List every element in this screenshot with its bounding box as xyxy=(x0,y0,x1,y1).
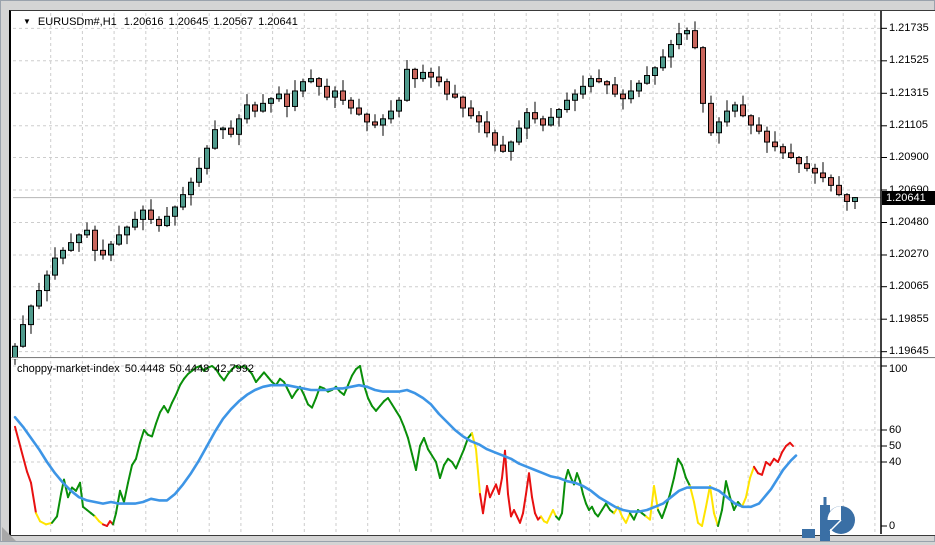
logo-p-icon xyxy=(827,506,855,534)
ohlc-values: 1.20616 1.20645 1.20567 1.20641 xyxy=(124,16,298,28)
indicator-axis-label: 0 xyxy=(889,519,896,532)
indicator-value-2: 50.4448 xyxy=(169,363,210,375)
chart-title: ▼ EURUSDm#,H1 1.20616 1.20645 1.20567 1.… xyxy=(23,16,298,28)
logo-candle-icon xyxy=(802,497,830,541)
indicator-axis-label: 60 xyxy=(889,423,902,436)
current-price-tag: 1.20641 xyxy=(882,190,935,205)
price-axis-label: 1.20065 xyxy=(889,280,929,293)
price-axis-label: 1.20480 xyxy=(889,215,929,228)
pane-separator[interactable] xyxy=(11,357,935,359)
close-value: 1.20641 xyxy=(258,16,298,28)
price-axis xyxy=(880,11,887,534)
indicator-title: choppy-market-index 50.4448 50.4448 42.7… xyxy=(17,363,254,375)
prof-fx-logo xyxy=(800,495,935,545)
price-axis-label: 1.21315 xyxy=(889,86,929,99)
collapse-indicator-icon[interactable]: ▼ xyxy=(23,17,31,26)
open-value: 1.20616 xyxy=(123,16,164,28)
price-axis-label: 1.21105 xyxy=(889,119,928,132)
high-value: 1.20645 xyxy=(168,16,209,28)
price-axis-label: 1.21525 xyxy=(889,54,929,67)
indicator-value-1: 50.4448 xyxy=(124,363,165,375)
indicator-axis-label: 50 xyxy=(889,439,902,452)
price-axis-label: 1.19645 xyxy=(889,345,929,358)
indicator-axis-label: 100 xyxy=(889,363,908,375)
candles-layer xyxy=(12,21,858,365)
price-axis-label: 1.20900 xyxy=(889,151,929,163)
indicator-value-3: 42.7992 xyxy=(214,363,255,375)
low-value: 1.20567 xyxy=(213,16,254,28)
chart-canvas[interactable] xyxy=(11,11,935,535)
resize-grip[interactable] xyxy=(2,527,16,541)
indicator-name: choppy-market-index xyxy=(17,363,120,375)
signal-line xyxy=(13,383,798,513)
indicator-axis-label: 40 xyxy=(889,455,902,468)
chart-window: ▼ EURUSDm#,H1 1.20616 1.20645 1.20567 1.… xyxy=(9,10,935,541)
price-axis-label: 1.20270 xyxy=(889,248,929,261)
symbol-period-label: EURUSDm#,H1 xyxy=(37,16,117,28)
price-axis-label: 1.21735 xyxy=(889,21,929,34)
price-axis-label: 1.19855 xyxy=(889,312,929,325)
